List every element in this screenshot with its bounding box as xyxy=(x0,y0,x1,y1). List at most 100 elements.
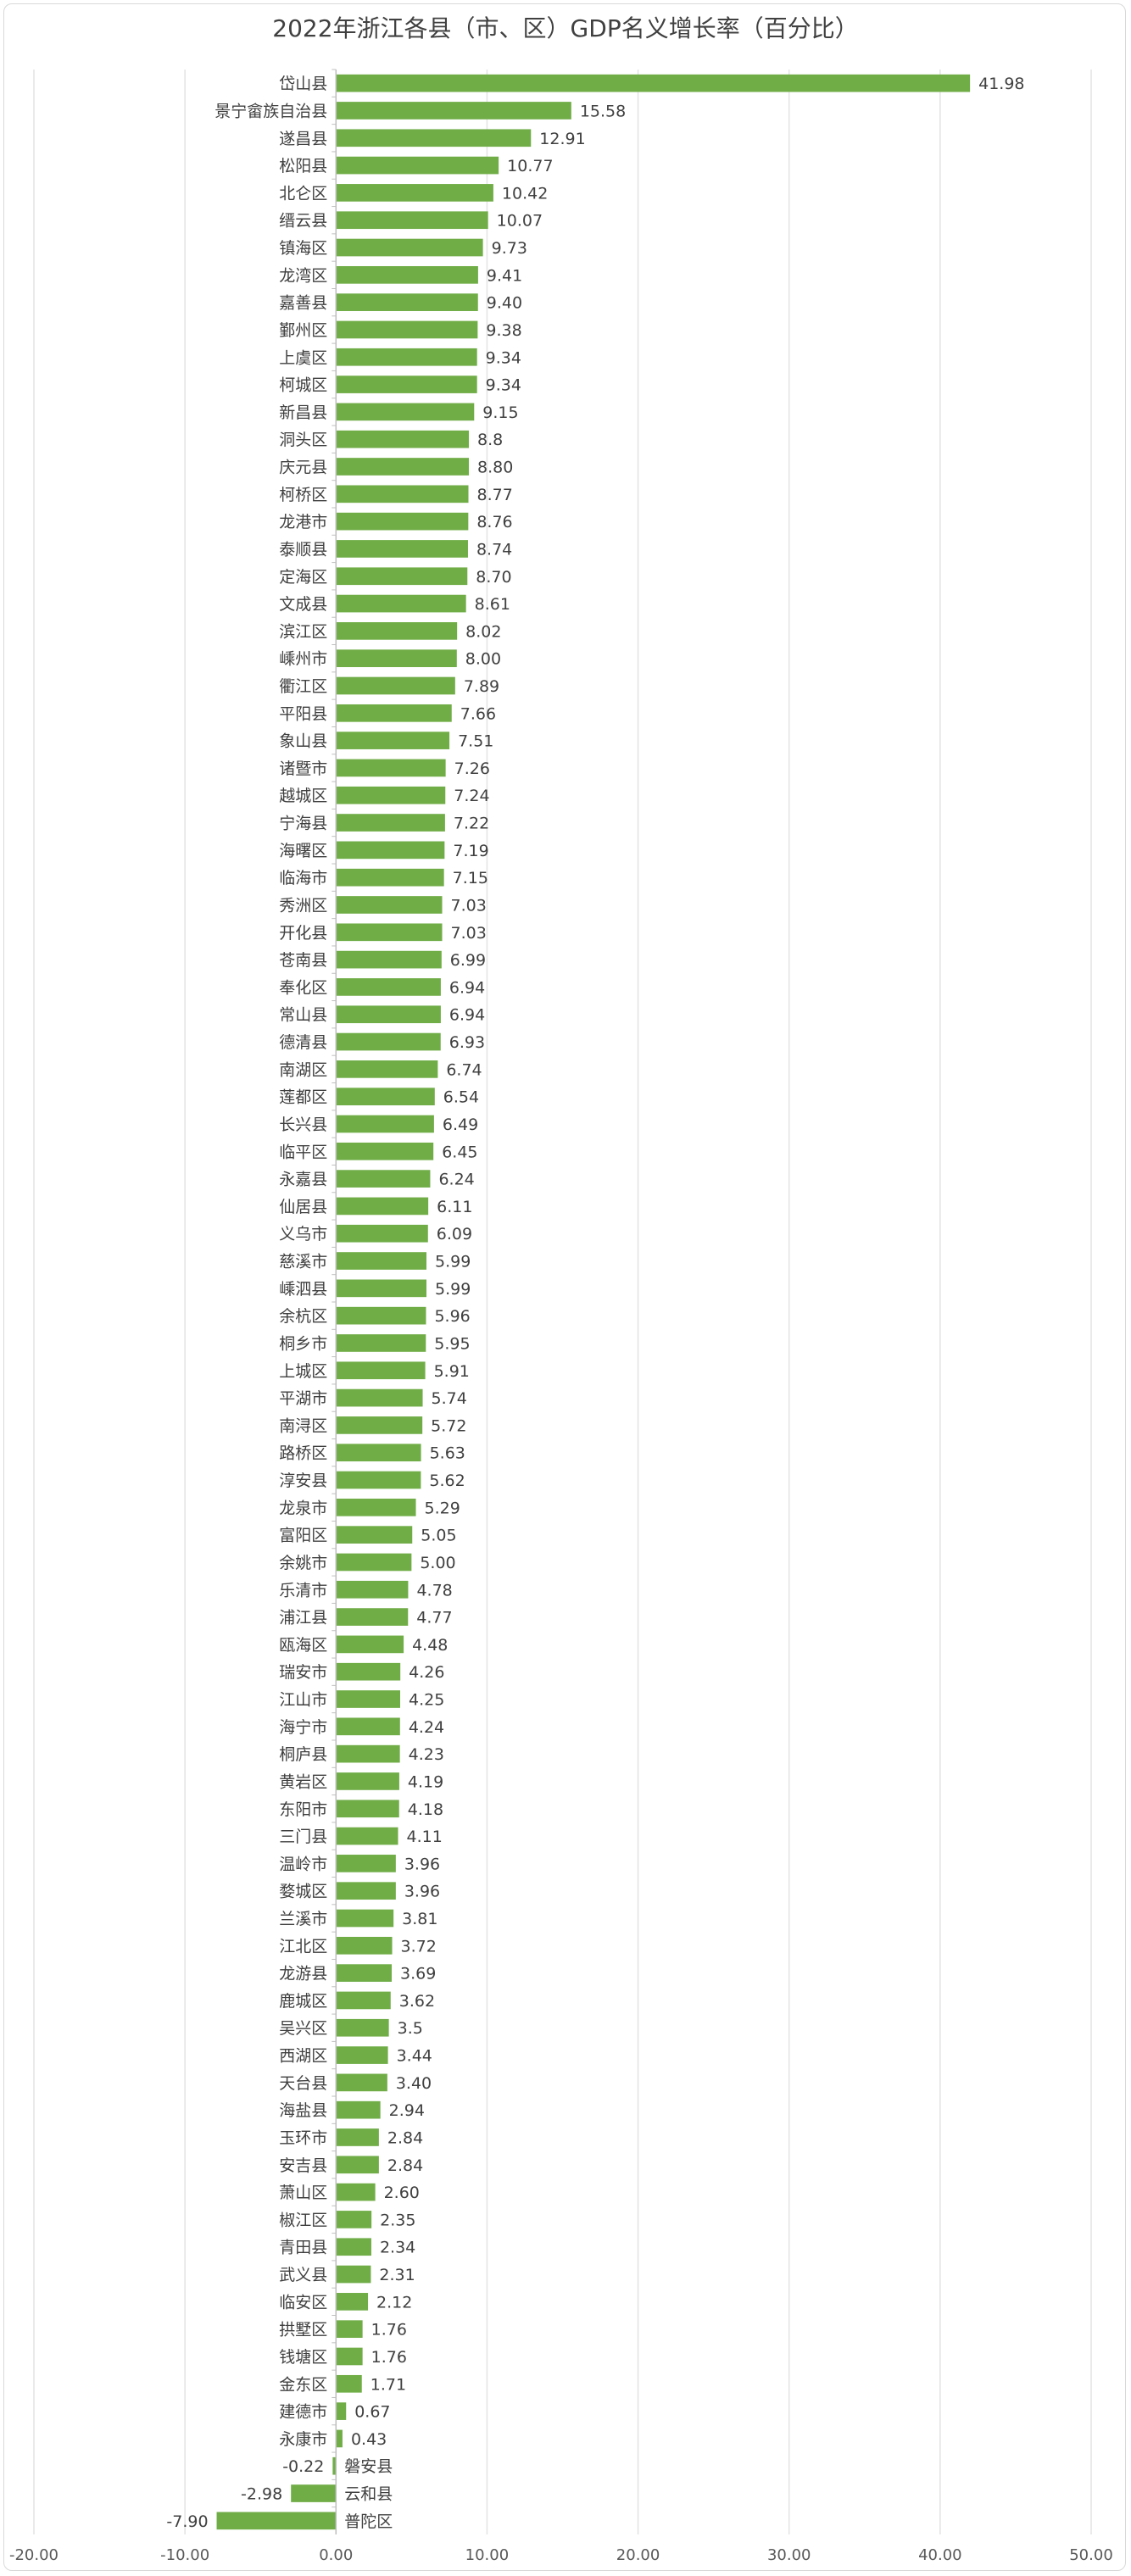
bar xyxy=(336,129,532,147)
value-label: 4.48 xyxy=(412,1636,448,1655)
bar xyxy=(336,184,493,202)
category-label: 龙泉市 xyxy=(279,1499,327,1517)
bar xyxy=(336,1306,426,1325)
value-label: 10.42 xyxy=(502,184,548,203)
category-label: 德清县 xyxy=(279,1033,327,1052)
bar xyxy=(336,458,470,476)
value-label: 9.73 xyxy=(492,239,527,258)
category-label: 泰顺县 xyxy=(279,540,327,559)
value-label: 6.54 xyxy=(443,1088,479,1107)
bar xyxy=(336,1717,400,1736)
category-label: 苍南县 xyxy=(279,951,327,970)
value-label: 5.05 xyxy=(421,1527,456,1545)
category-label: 庆元县 xyxy=(279,459,327,477)
category-label: 临海市 xyxy=(279,869,327,887)
bar xyxy=(336,1361,426,1380)
category-label: 玉环市 xyxy=(279,2128,327,2147)
category-label: 临平区 xyxy=(279,1143,327,1161)
value-label: 2.31 xyxy=(379,2266,415,2284)
bar xyxy=(336,238,483,257)
category-label: 嵊州市 xyxy=(279,650,327,669)
bar xyxy=(336,1170,431,1188)
bar xyxy=(336,732,450,749)
bar xyxy=(336,868,444,887)
category-label: 婺城区 xyxy=(279,1883,327,1901)
value-label: 5.99 xyxy=(435,1280,471,1299)
value-label: 1.71 xyxy=(370,2375,406,2394)
bar xyxy=(336,567,468,586)
category-label: 鹿城区 xyxy=(279,1992,327,2011)
value-label: 8.00 xyxy=(465,650,501,669)
category-label: 金东区 xyxy=(279,2375,327,2394)
value-label: 2.84 xyxy=(387,2156,423,2175)
bar xyxy=(336,2374,362,2393)
value-label: 7.15 xyxy=(453,869,488,887)
bar xyxy=(336,1115,434,1133)
bar xyxy=(336,1388,423,1407)
bar xyxy=(336,1334,426,1352)
value-label: 8.74 xyxy=(476,540,512,559)
bar xyxy=(336,74,971,92)
value-label: 6.24 xyxy=(438,1171,474,1189)
bar xyxy=(336,923,443,942)
value-label: 7.03 xyxy=(451,896,487,915)
bar xyxy=(336,2046,388,2064)
value-label: 2.94 xyxy=(389,2101,425,2120)
category-label: 洞头区 xyxy=(279,431,327,449)
value-label: 3.72 xyxy=(401,1937,437,1956)
category-label: 嵊泗县 xyxy=(279,1280,327,1299)
value-label: 6.93 xyxy=(449,1033,485,1052)
value-label: 6.99 xyxy=(450,951,486,970)
bar xyxy=(336,1800,399,1818)
category-label: 桐乡市 xyxy=(279,1334,327,1353)
bar xyxy=(336,2183,376,2201)
category-label: 鄞州区 xyxy=(279,321,327,340)
bar xyxy=(336,1142,434,1160)
category-label: 三门县 xyxy=(279,1828,327,1846)
bar xyxy=(336,1416,423,1434)
category-label: 莲都区 xyxy=(279,1088,327,1107)
value-label: 0.43 xyxy=(351,2430,387,2449)
category-label: 永嘉县 xyxy=(279,1171,327,1189)
bar xyxy=(336,376,477,393)
axes xyxy=(332,69,337,2534)
bar xyxy=(336,594,466,613)
category-label: 长兴县 xyxy=(279,1116,327,1134)
value-label: 6.11 xyxy=(437,1198,472,1216)
bar xyxy=(336,1772,399,1790)
bar xyxy=(336,320,478,339)
bar xyxy=(336,841,445,860)
category-label: 海曙区 xyxy=(279,842,327,860)
value-label: 8.02 xyxy=(465,622,501,641)
bar xyxy=(336,1252,426,1270)
value-label: 3.96 xyxy=(404,1855,440,1873)
bar xyxy=(336,978,441,996)
value-label: 4.11 xyxy=(407,1828,443,1846)
category-label: 海宁市 xyxy=(279,1718,327,1737)
category-label: 余姚市 xyxy=(279,1554,327,1572)
bar xyxy=(336,2073,387,2092)
category-label: 滨江区 xyxy=(279,622,327,641)
category-label: 青田县 xyxy=(279,2239,327,2257)
category-label: 诸暨市 xyxy=(279,759,327,778)
bar xyxy=(336,1005,441,1024)
bar xyxy=(336,2320,363,2339)
category-label: 西湖区 xyxy=(279,2047,327,2066)
value-label: 12.91 xyxy=(539,130,585,148)
category-label: 兰溪市 xyxy=(279,1910,327,1928)
category-label: 路桥区 xyxy=(279,1444,327,1463)
category-label: 缙云县 xyxy=(279,212,327,231)
category-label: 义乌市 xyxy=(279,1225,327,1243)
value-label: 9.15 xyxy=(482,403,518,422)
bar xyxy=(336,950,442,969)
value-label: 3.44 xyxy=(397,2047,432,2066)
value-label: 5.91 xyxy=(434,1362,470,1381)
value-label: 3.5 xyxy=(398,2019,423,2038)
category-label: 富阳区 xyxy=(279,1527,327,1545)
category-label: 遂昌县 xyxy=(279,130,327,148)
value-label: 6.45 xyxy=(442,1143,477,1161)
category-label: 钱塘区 xyxy=(279,2348,327,2367)
labels: -20.00 -10.00 0.00 10.00 20.00 30.00 40.00 50.0… xyxy=(9,75,1113,2564)
category-label: 上城区 xyxy=(279,1362,327,1381)
x-tick-label: 10.00 xyxy=(465,2546,510,2564)
